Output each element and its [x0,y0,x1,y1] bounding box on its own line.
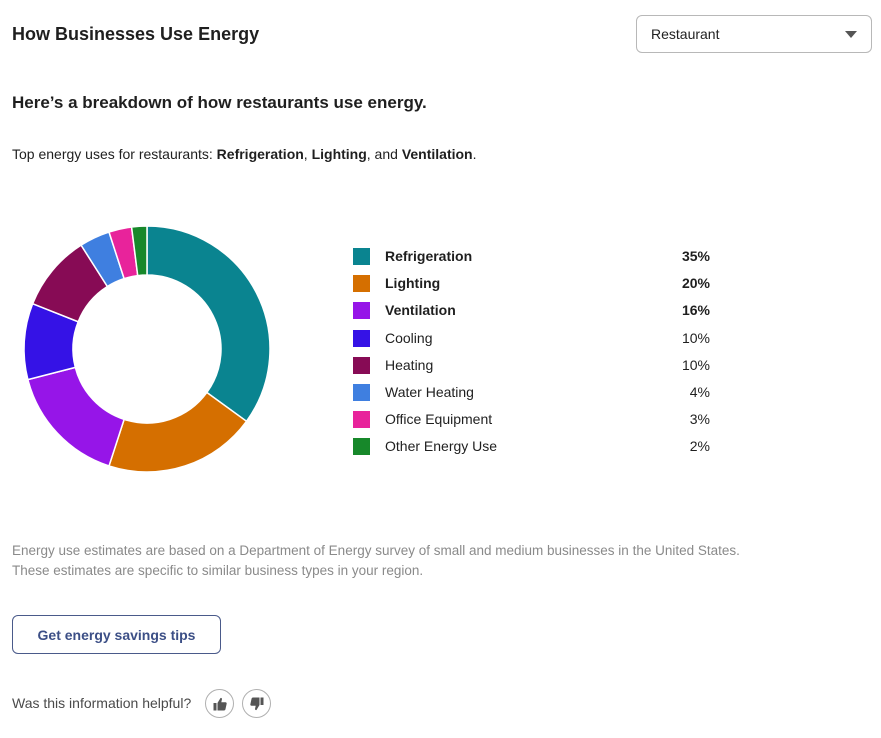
legend-value: 4% [689,383,710,400]
legend-swatch [353,383,370,401]
page-title: How Businesses Use Energy [12,24,260,44]
legend-value: 10% [681,356,710,373]
legend-item: Refrigeration 35% [353,246,713,273]
legend-item: Heating 10% [353,355,713,382]
donut-slice-other-energy-use [130,225,148,277]
legend-value: 35% [681,248,710,264]
top-use-2: Lighting [311,146,367,162]
thumbs-down-button[interactable] [242,689,271,718]
legend-swatch [353,329,370,347]
thumbs-down-icon [249,697,263,710]
footnote: Energy use estimates are based on a Depa… [12,541,740,581]
thumbs-up-button[interactable] [205,689,234,718]
legend-label: Heating [385,356,434,373]
chevron-down-icon [845,31,857,38]
legend-value: 20% [681,275,710,292]
legend-label: Water Heating [385,383,474,400]
top-uses-text: Top energy uses for restaurants: Refrige… [12,146,477,162]
legend-item: Other Energy Use 2% [353,436,713,463]
top-use-3: Ventilation [401,146,473,162]
legend-value: 10% [681,329,710,346]
legend-label: Lighting [385,275,441,292]
top-uses-separator: , [303,146,312,162]
legend-swatch [353,302,370,320]
legend-swatch [353,275,370,293]
legend-label: Office Equipment [385,411,493,428]
legend-label: Cooling [385,329,433,346]
get-energy-tips-button[interactable]: Get energy savings tips [12,615,221,654]
legend-value: 16% [681,302,710,319]
donut-slice-ventilation [26,366,126,467]
top-uses-period: . [472,146,477,162]
legend-swatch [353,438,370,456]
legend-item: Cooling 10% [353,328,713,355]
legend-item: Office Equipment 3% [353,409,713,436]
footnote-line-2: These estimates are specific to similar … [12,563,424,578]
legend-label: Refrigeration [385,248,473,264]
legend-label: Other Energy Use [385,438,498,455]
legend-item: Water Heating 4% [353,382,713,409]
business-type-selected: Restaurant [651,26,720,42]
legend-swatch [353,356,370,374]
energy-donut-chart [23,225,271,473]
thumbs-up-icon [213,697,227,710]
donut-slice-refrigeration [146,225,271,423]
legend-item: Ventilation 16% [353,300,713,327]
chart-legend: Refrigeration 35% Lighting 20% Ventilation 16… [353,246,713,464]
legend-value: 2% [689,438,710,455]
legend-value: 3% [689,411,710,428]
legend-swatch [353,411,370,429]
footnote-line-1: Energy use estimates are based on a Depa… [12,543,740,558]
top-uses-prefix: Top energy uses for restaurants: [12,146,217,162]
business-type-dropdown[interactable]: Restaurant [636,15,872,53]
breakdown-heading: Here’s a breakdown of how restaurants us… [12,93,427,112]
legend-swatch [353,248,370,265]
legend-item: Lighting 20% [353,273,713,300]
top-uses-separator: , and [366,146,402,162]
feedback-question: Was this information helpful? [12,695,192,711]
legend-label: Ventilation [385,302,456,319]
top-use-1: Refrigeration [216,146,304,162]
